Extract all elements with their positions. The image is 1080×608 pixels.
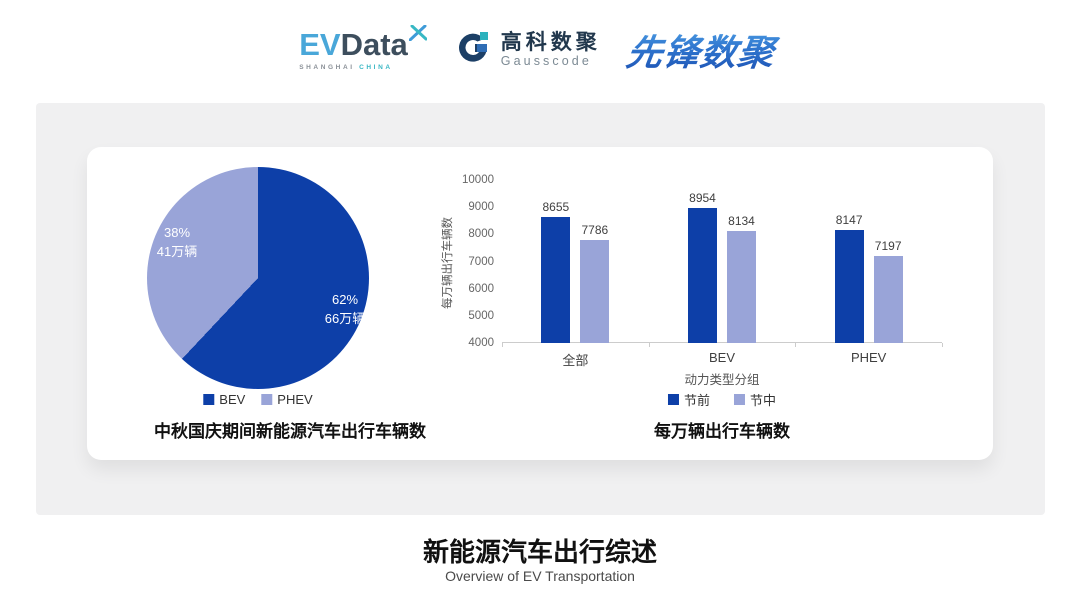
bar-节前-BEV [688, 208, 717, 343]
bar-legend-item-mid: 节中 [734, 390, 776, 409]
y-axis-tick-label: 5000 [468, 309, 494, 322]
evdata-logo-data: Data [340, 27, 408, 62]
xianfeng-logo: 先锋数聚 [623, 24, 784, 76]
x-axis-category-label: BEV [708, 350, 735, 365]
pie-legend-label-phev: PHEV [277, 392, 313, 407]
y-axis-tick-label: 10000 [462, 174, 494, 186]
pie-legend-item-phev: PHEV [261, 392, 313, 407]
y-axis-tick-label: 4000 [468, 337, 494, 349]
bar-chart-legend: 节前 节中 [667, 390, 776, 409]
evdata-sub-china: CHINA [359, 64, 393, 71]
y-axis-tick-label: 8000 [468, 228, 494, 241]
evdata-x-icon [408, 24, 428, 45]
x-axis-category-label: 全部 [562, 353, 589, 368]
bar-value-label: 8147 [835, 213, 863, 228]
gausscode-g-icon [453, 28, 493, 73]
gausscode-cn: 高科数聚 [500, 31, 601, 55]
gausscode-logo-text: 高科数聚 Gausscode [501, 31, 601, 69]
bar-节前-全部 [541, 216, 571, 343]
pie-phev-value: 41万辆 [156, 244, 198, 259]
bev-swatch-icon [203, 394, 215, 405]
x-axis-category-label: PHEV [850, 350, 887, 365]
bar-chart-x-axis-line [502, 342, 942, 343]
pre-holiday-swatch-icon [667, 394, 679, 405]
bar-节中-PHEV [873, 256, 903, 343]
pie-bev-percent: 62% [331, 292, 359, 308]
y-axis-tick-label: 6000 [468, 282, 494, 295]
pie-chart-title: 中秋国庆期间新能源汽车出行车辆数 [154, 422, 426, 441]
phev-swatch-icon [261, 394, 273, 405]
pie-legend-item-bev: BEV [203, 392, 245, 407]
bar-value-label: 8134 [728, 213, 755, 228]
y-axis-tick-label: 9000 [468, 201, 494, 214]
pie-legend-label-bev: BEV [219, 392, 246, 407]
page-title: 新能源汽车出行综述 [422, 537, 658, 567]
bar-chart-xlabel: 动力类型分组 [684, 373, 760, 387]
bar-value-label: 8655 [542, 199, 570, 214]
bar-legend-item-pre: 节前 [667, 390, 710, 409]
mid-holiday-swatch-icon [734, 394, 745, 405]
evdata-sub-shanghai: SHANGHAI [299, 64, 355, 71]
evdata-logo: EV Data SHANGHAI CHINA [299, 24, 428, 71]
evdata-logo-subtext: SHANGHAI CHINA [299, 64, 392, 71]
bar-节中-BEV [727, 230, 756, 343]
charts-card: 62% 66万辆 38% 41万辆 BEV PHEV 中秋国庆期间新能源汽车出行… [87, 147, 993, 460]
pie-bev-value: 66万辆 [324, 311, 366, 326]
x-axis-tick-mark [942, 343, 943, 347]
bar-legend-label-mid: 节中 [750, 393, 777, 408]
pie-slice-label-bev: 62% 66万辆 [325, 291, 365, 329]
bar-legend-label-pre: 节前 [683, 393, 710, 408]
evdata-logo-ev: EV [299, 27, 341, 62]
x-axis-tick-mark [502, 343, 503, 347]
pie-legend: BEV PHEV [203, 392, 313, 407]
bar-节前-PHEV [834, 230, 864, 343]
x-axis-tick-mark [648, 343, 650, 347]
bar-节中-全部 [580, 240, 610, 343]
evdata-logo-text: EV Data [299, 24, 428, 62]
gausscode-en: Gausscode [500, 54, 592, 69]
bar-chart-title: 每万辆出行车辆数 [654, 422, 790, 441]
x-axis-tick-mark [795, 343, 797, 347]
bar-chart-plot: 4000 5000 6000 7000 8000 9000 10000 8655 7786 全部 8… [462, 174, 943, 368]
bar-value-label: 7786 [581, 223, 609, 238]
gausscode-logo: 高科数聚 Gausscode [453, 28, 601, 73]
y-axis-tick-label: 7000 [468, 255, 494, 268]
bar-value-label: 8954 [689, 191, 716, 206]
page-subtitle: Overview of EV Transportation [445, 568, 635, 584]
pie-chart [147, 167, 369, 389]
bar-value-label: 7197 [874, 239, 902, 254]
pie-phev-percent: 38% [163, 225, 191, 241]
pie-slice-label-phev: 38% 41万辆 [157, 224, 197, 262]
header-logos: EV Data SHANGHAI CHINA [0, 18, 1080, 82]
